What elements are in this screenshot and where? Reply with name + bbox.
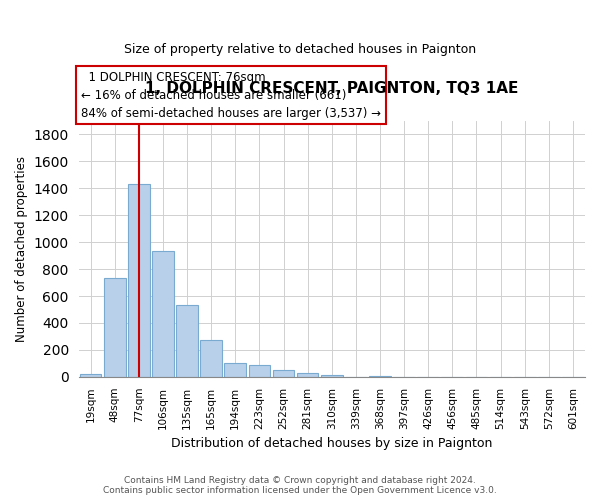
Y-axis label: Number of detached properties: Number of detached properties [15, 156, 28, 342]
Bar [321, 376, 343, 377]
Text: 1 DOLPHIN CRESCENT: 76sqm
← 16% of detached houses are smaller (661)
84% of semi: 1 DOLPHIN CRESCENT: 76sqm ← 16% of detac… [81, 70, 381, 120]
Bar [104, 278, 125, 377]
Bar [80, 374, 101, 377]
Text: Size of property relative to detached houses in Paignton: Size of property relative to detached ho… [124, 42, 476, 56]
Bar [152, 251, 174, 377]
Bar [200, 340, 222, 377]
Bar [272, 370, 295, 377]
Bar [248, 364, 270, 377]
Bar [224, 363, 246, 377]
X-axis label: Distribution of detached houses by size in Paignton: Distribution of detached houses by size … [171, 437, 493, 450]
Bar [369, 376, 391, 377]
Bar [128, 184, 149, 377]
Bar [297, 374, 319, 377]
Title: 1, DOLPHIN CRESCENT, PAIGNTON, TQ3 1AE: 1, DOLPHIN CRESCENT, PAIGNTON, TQ3 1AE [145, 81, 518, 96]
Text: Contains HM Land Registry data © Crown copyright and database right 2024.
Contai: Contains HM Land Registry data © Crown c… [103, 476, 497, 495]
Bar [176, 306, 198, 377]
